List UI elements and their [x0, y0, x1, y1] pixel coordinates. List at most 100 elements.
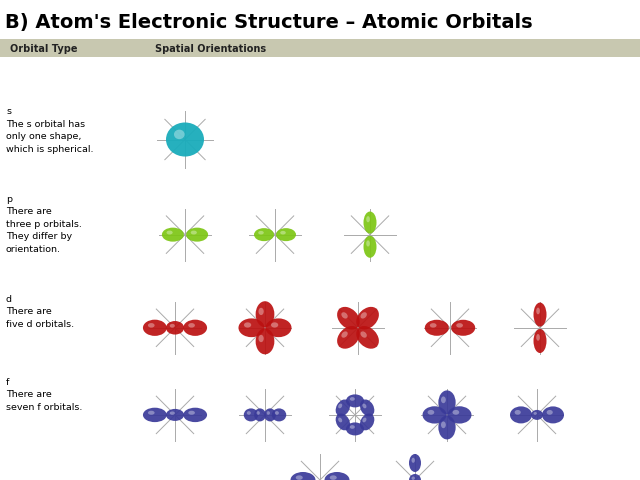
Ellipse shape [409, 454, 421, 472]
Ellipse shape [362, 404, 367, 408]
Ellipse shape [258, 231, 264, 235]
Ellipse shape [166, 122, 204, 156]
Ellipse shape [143, 408, 167, 422]
Ellipse shape [143, 320, 167, 336]
Ellipse shape [166, 230, 173, 235]
Ellipse shape [441, 396, 446, 403]
Ellipse shape [441, 421, 446, 428]
Ellipse shape [338, 418, 342, 422]
Ellipse shape [337, 307, 360, 330]
Ellipse shape [255, 328, 275, 354]
Ellipse shape [335, 413, 350, 431]
Ellipse shape [360, 312, 367, 319]
Ellipse shape [364, 236, 376, 258]
Ellipse shape [257, 411, 260, 415]
Ellipse shape [324, 472, 349, 480]
Ellipse shape [452, 410, 460, 415]
Ellipse shape [366, 240, 370, 247]
Ellipse shape [264, 408, 276, 421]
Ellipse shape [272, 408, 286, 421]
Ellipse shape [330, 475, 337, 480]
Ellipse shape [166, 321, 184, 335]
Text: B) Atom's Electronic Structure – Atomic Orbitals: B) Atom's Electronic Structure – Atomic … [5, 13, 532, 32]
Ellipse shape [247, 411, 251, 415]
Text: f
There are
seven f orbitals.: f There are seven f orbitals. [6, 378, 83, 412]
Ellipse shape [276, 228, 296, 241]
Ellipse shape [456, 323, 463, 328]
Ellipse shape [191, 230, 197, 235]
Ellipse shape [534, 302, 547, 326]
Ellipse shape [346, 395, 364, 408]
Ellipse shape [148, 411, 155, 415]
Ellipse shape [162, 228, 184, 241]
Ellipse shape [422, 406, 447, 423]
Ellipse shape [170, 324, 175, 328]
Text: Spatial Orientations: Spatial Orientations [155, 44, 266, 54]
Ellipse shape [341, 331, 348, 338]
Ellipse shape [188, 411, 195, 415]
Ellipse shape [259, 308, 264, 315]
Ellipse shape [515, 410, 521, 415]
Ellipse shape [266, 318, 292, 337]
Ellipse shape [239, 318, 264, 337]
Ellipse shape [356, 326, 379, 348]
Ellipse shape [356, 307, 379, 330]
Ellipse shape [430, 323, 436, 328]
Ellipse shape [244, 323, 252, 327]
Ellipse shape [547, 410, 553, 415]
Ellipse shape [335, 399, 350, 416]
Ellipse shape [510, 407, 532, 423]
Ellipse shape [271, 323, 278, 327]
Ellipse shape [438, 390, 456, 414]
Ellipse shape [542, 407, 564, 423]
Ellipse shape [438, 415, 456, 439]
Ellipse shape [346, 422, 364, 435]
Ellipse shape [244, 408, 258, 421]
Ellipse shape [451, 320, 476, 336]
Ellipse shape [183, 408, 207, 422]
Bar [0, 39, 640, 58]
Ellipse shape [254, 408, 266, 421]
Ellipse shape [350, 397, 355, 401]
Ellipse shape [531, 410, 543, 420]
Ellipse shape [412, 477, 415, 480]
Text: p
There are
three p orbitals.
They differ by
orientation.: p There are three p orbitals. They diffe… [6, 194, 82, 253]
Ellipse shape [188, 323, 195, 328]
Ellipse shape [148, 323, 155, 328]
Text: s
The s orbital has
only one shape,
which is spherical.: s The s orbital has only one shape, whic… [6, 108, 93, 154]
Ellipse shape [360, 413, 374, 431]
Ellipse shape [255, 301, 275, 327]
Ellipse shape [166, 409, 184, 421]
Ellipse shape [350, 425, 355, 429]
Ellipse shape [259, 335, 264, 342]
Ellipse shape [536, 334, 540, 341]
Ellipse shape [275, 411, 279, 415]
Ellipse shape [366, 216, 370, 222]
Ellipse shape [536, 308, 540, 314]
Ellipse shape [338, 404, 342, 408]
Ellipse shape [267, 411, 270, 415]
Text: Orbital Type: Orbital Type [10, 44, 77, 54]
Ellipse shape [174, 130, 184, 139]
Ellipse shape [364, 212, 376, 234]
Ellipse shape [341, 312, 348, 319]
Ellipse shape [170, 411, 175, 415]
Ellipse shape [447, 406, 472, 423]
Ellipse shape [254, 228, 274, 241]
Ellipse shape [337, 326, 360, 348]
Ellipse shape [296, 475, 303, 480]
Ellipse shape [534, 329, 547, 353]
Ellipse shape [362, 418, 367, 422]
Ellipse shape [412, 458, 415, 463]
Text: d
There are
five d orbitals.: d There are five d orbitals. [6, 295, 74, 329]
Ellipse shape [186, 228, 208, 241]
Ellipse shape [360, 399, 374, 416]
Ellipse shape [428, 410, 435, 415]
Ellipse shape [183, 320, 207, 336]
Ellipse shape [360, 331, 367, 338]
Ellipse shape [425, 320, 449, 336]
Ellipse shape [409, 474, 421, 480]
Ellipse shape [291, 472, 316, 480]
Ellipse shape [280, 231, 286, 235]
Ellipse shape [534, 412, 537, 415]
